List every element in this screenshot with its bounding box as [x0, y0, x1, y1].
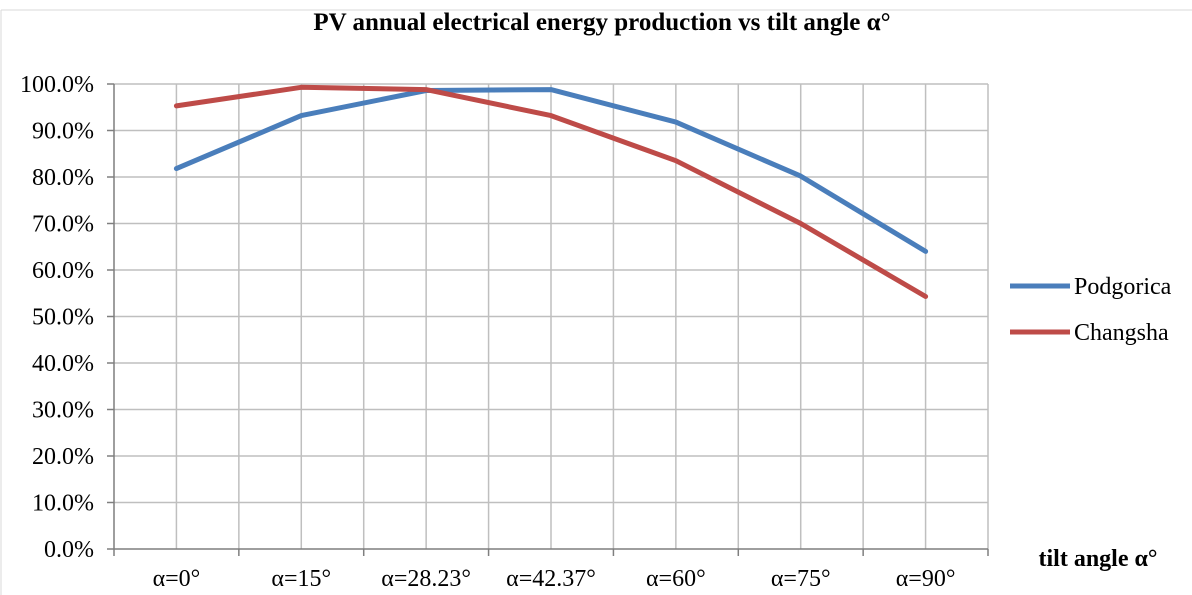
series-line-changsha [173, 84, 929, 299]
grid [114, 83, 989, 549]
x-tick-label: α=60° [646, 566, 706, 592]
y-tick-label: 40.0% [32, 351, 94, 377]
y-tick-label: 30.0% [32, 398, 94, 424]
x-tick-label: α=90° [896, 566, 956, 592]
series-line-podgorica [173, 87, 929, 254]
chart-title: PV annual electrical energy production v… [313, 9, 890, 36]
y-tick-labels: 0.0% 10.0% 20.0% 30.0% 40.0% 50.0% 60.0% 70.0% 8… [20, 72, 94, 563]
y-tick-label: 100.0% [20, 72, 94, 98]
y-tick-label: 80.0% [32, 165, 94, 191]
y-tick-label: 10.0% [32, 491, 94, 517]
x-tick-label: α=75° [771, 566, 831, 592]
x-tick-label: α=0° [153, 566, 201, 592]
x-tick-labels: α=0° α=15° α=28.23° α=42.37° α=60° α=75° α=90° [153, 566, 956, 592]
series-lines [173, 84, 929, 299]
y-tick-label: 60.0% [32, 258, 94, 284]
legend: Podgorica Changsha [1010, 274, 1172, 346]
axes [107, 83, 989, 556]
y-tick-label: 0.0% [44, 537, 94, 563]
y-tick-label: 50.0% [32, 305, 94, 331]
y-tick-label: 20.0% [32, 444, 94, 470]
x-tick-label: α=42.37° [506, 566, 596, 592]
legend-label-podgorica: Podgorica [1074, 274, 1172, 300]
y-tick-label: 90.0% [32, 119, 94, 145]
legend-label-changsha: Changsha [1074, 320, 1169, 346]
x-tick-label: α=28.23° [381, 566, 471, 592]
y-tick-label: 70.0% [32, 212, 94, 238]
x-tick-label: α=15° [271, 566, 331, 592]
x-axis-title: tilt angle α° [1039, 546, 1158, 572]
